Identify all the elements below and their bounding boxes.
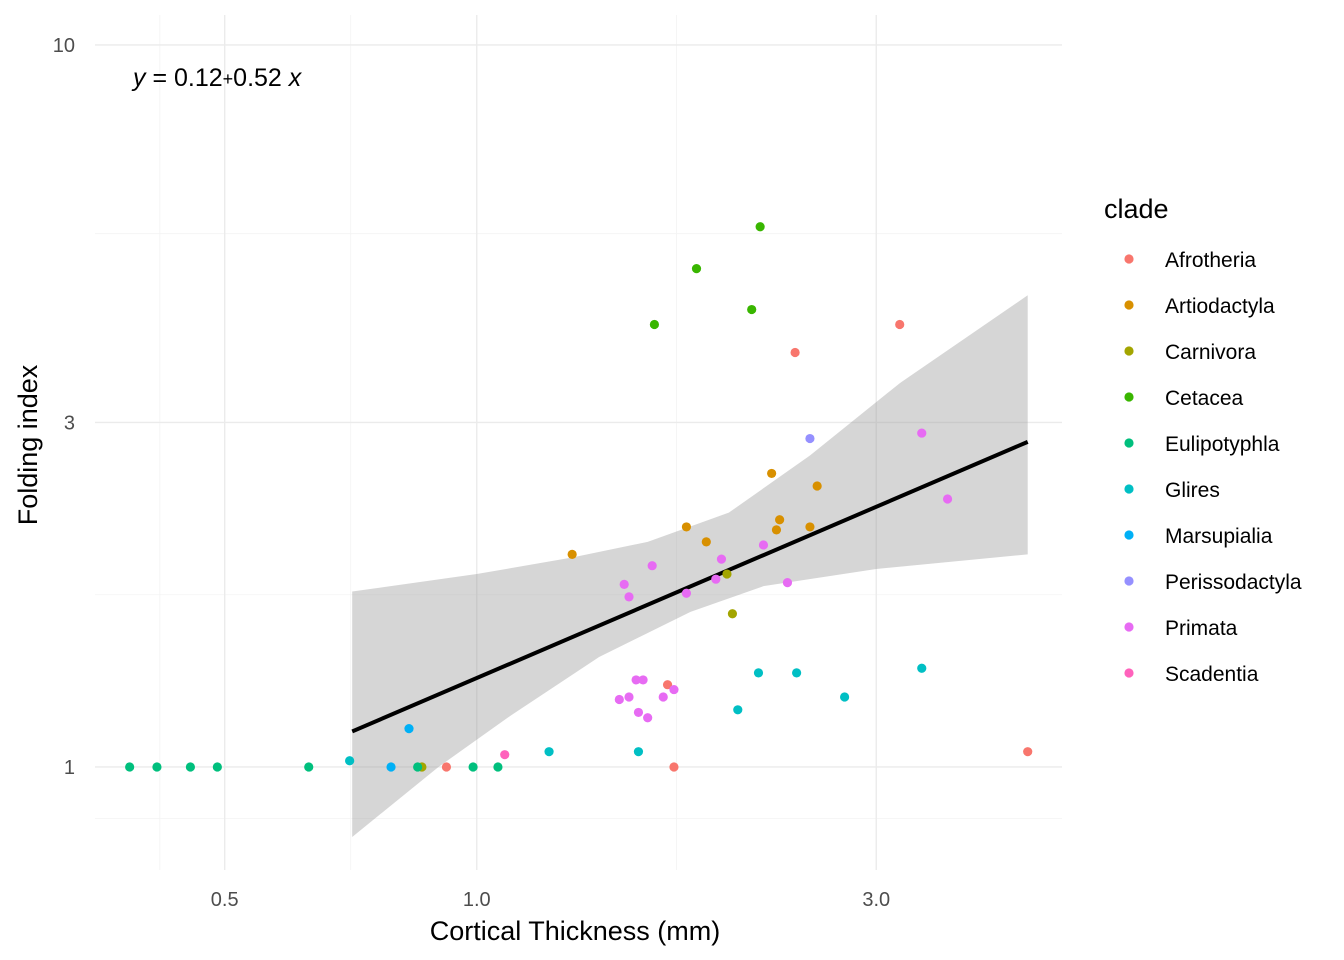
point-eulipotyphla: [212, 762, 222, 772]
point-artiodactyla: [812, 481, 822, 491]
legend-label-eulipotyphla: Eulipotyphla: [1165, 433, 1280, 456]
legend-key-glires: [1124, 484, 1134, 494]
legend-key-carnivora: [1124, 346, 1134, 356]
point-primata: [633, 707, 644, 718]
point-primata: [681, 588, 692, 598]
point-carnivora: [722, 569, 732, 579]
point-cetacea: [691, 263, 702, 274]
confidence-band: [352, 295, 1028, 837]
legend-label-cetacea: Cetacea: [1165, 387, 1244, 410]
x-axis-ticks: 0.5 1.0 3.0: [211, 889, 890, 911]
point-afrotheria: [441, 762, 452, 772]
legend-key-eulipotyphla: [1124, 438, 1134, 448]
point-primata: [624, 692, 634, 702]
y-axis-title: Folding index: [13, 364, 43, 525]
y-tick-label: 10: [53, 35, 75, 57]
point-eulipotyphla: [493, 762, 503, 772]
point-afrotheria: [669, 762, 679, 772]
legend-label-primata: Primata: [1165, 617, 1238, 640]
point-afrotheria: [662, 680, 673, 690]
point-glires: [917, 663, 927, 673]
point-perissodactyla: [805, 433, 815, 444]
legend-key-afrotheria: [1124, 254, 1134, 264]
point-primata: [638, 675, 648, 685]
point-eulipotyphla: [468, 762, 478, 772]
legend-key-artiodactyla: [1124, 300, 1134, 310]
point-afrotheria: [895, 319, 905, 330]
point-artiodactyla: [775, 515, 785, 525]
legend-label-scadentia: Scadentia: [1165, 663, 1259, 686]
point-cetacea: [747, 304, 757, 315]
data-points: [125, 222, 1033, 772]
point-primata: [942, 494, 953, 504]
gridlines: [95, 15, 1062, 870]
point-primata: [619, 579, 629, 589]
legend-items: Afrotheria Artiodactyla Carnivora Cetacea Eu…: [1124, 249, 1302, 686]
legend-label-afrotheria: Afrotheria: [1165, 249, 1256, 272]
point-artiodactyla: [701, 537, 711, 547]
point-artiodactyla: [567, 549, 577, 559]
legend-key-cetacea: [1124, 392, 1134, 402]
point-glires: [840, 692, 850, 702]
point-eulipotyphla: [125, 762, 135, 772]
point-primata: [782, 578, 793, 588]
legend-key-marsupialia: [1124, 530, 1134, 540]
x-tick-label: 1.0: [463, 889, 491, 911]
y-tick-label: 3: [64, 412, 75, 434]
point-eulipotyphla: [152, 762, 162, 772]
point-cetacea: [649, 319, 660, 330]
legend-key-primata: [1124, 622, 1134, 632]
point-artiodactyla: [805, 522, 815, 532]
legend-label-artiodactyla: Artiodactyla: [1165, 295, 1275, 318]
y-axis-ticks: 1 3 10: [53, 35, 75, 779]
legend-key-perissodactyla: [1124, 576, 1134, 586]
point-marsupialia: [386, 762, 396, 772]
point-eulipotyphla: [185, 762, 196, 772]
point-primata: [631, 675, 641, 685]
point-marsupialia: [404, 724, 414, 734]
legend-label-perissodactyla: Perissodactyla: [1165, 571, 1302, 594]
point-glires: [733, 705, 743, 715]
point-primata: [716, 554, 727, 564]
legend: clade Afrotheria Artiodactyla Carnivora Cet…: [1104, 194, 1302, 686]
x-tick-label: 3.0: [862, 889, 890, 911]
point-artiodactyla: [767, 468, 777, 479]
point-primata: [643, 713, 653, 723]
regression-line: [351, 440, 1029, 734]
point-eulipotyphla: [413, 762, 423, 772]
confidence-band-area: [352, 295, 1028, 837]
point-eulipotyphla: [304, 762, 314, 772]
legend-title: clade: [1104, 194, 1169, 224]
regression-equation: y = 0.12+0.52 x: [131, 64, 303, 92]
point-primata: [669, 684, 679, 695]
point-primata: [624, 592, 634, 602]
point-primata: [658, 692, 668, 702]
point-primata: [917, 428, 927, 438]
point-glires: [753, 668, 764, 678]
legend-label-glires: Glires: [1165, 479, 1220, 502]
point-primata: [711, 574, 721, 584]
point-glires: [544, 747, 554, 757]
point-glires: [633, 747, 644, 757]
legend-label-carnivora: Carnivora: [1165, 341, 1256, 364]
legend-key-scadentia: [1124, 668, 1134, 678]
x-tick-label: 0.5: [211, 889, 239, 911]
point-glires: [792, 668, 802, 678]
point-afrotheria: [790, 347, 800, 358]
fit-line: [351, 440, 1029, 734]
point-afrotheria: [1023, 747, 1033, 757]
point-primata: [758, 540, 769, 550]
y-tick-label: 1: [64, 757, 75, 779]
x-axis-title: Cortical Thickness (mm): [430, 916, 721, 946]
point-artiodactyla: [771, 525, 782, 535]
point-scadentia: [500, 750, 510, 760]
point-glires: [345, 756, 355, 766]
point-primata: [647, 561, 657, 571]
point-cetacea: [755, 222, 765, 232]
point-artiodactyla: [681, 522, 692, 532]
point-carnivora: [727, 609, 738, 619]
legend-label-marsupialia: Marsupialia: [1165, 525, 1273, 548]
point-primata: [614, 694, 624, 705]
